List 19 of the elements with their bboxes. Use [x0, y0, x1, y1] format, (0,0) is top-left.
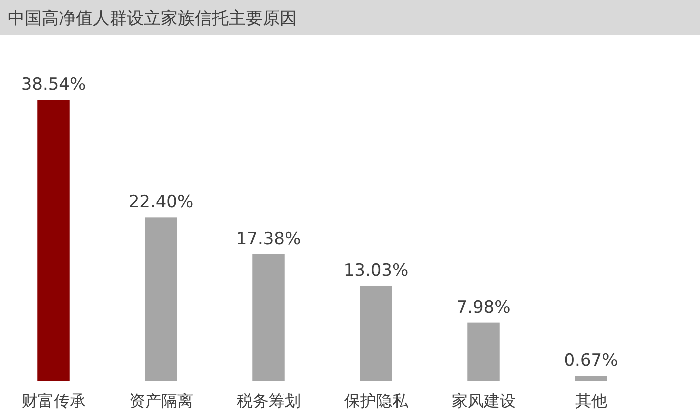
bar [575, 376, 608, 381]
bar [468, 322, 500, 381]
data-label: 13.03% [344, 260, 409, 281]
bar [38, 100, 70, 381]
x-tick-label: 税务筹划 [236, 391, 301, 410]
data-label: 0.67% [564, 351, 618, 372]
x-tick-label: 家风建设 [452, 391, 516, 410]
bar [252, 254, 285, 381]
x-tick-label: 资产隔离 [129, 391, 194, 410]
data-label: 7.98% [456, 298, 511, 318]
bar [360, 286, 392, 381]
data-label: 22.40% [128, 192, 194, 213]
chart-title: 中国高净值人群设立家族信托主要原因 [8, 9, 297, 29]
x-tick-label: 保护隐私 [344, 391, 410, 410]
x-tick-label: 其他 [575, 391, 608, 410]
x-tick-label: 财富传承 [22, 391, 86, 410]
data-label: 17.38% [236, 229, 302, 250]
bar [145, 218, 178, 381]
data-label: 38.54% [21, 75, 86, 95]
